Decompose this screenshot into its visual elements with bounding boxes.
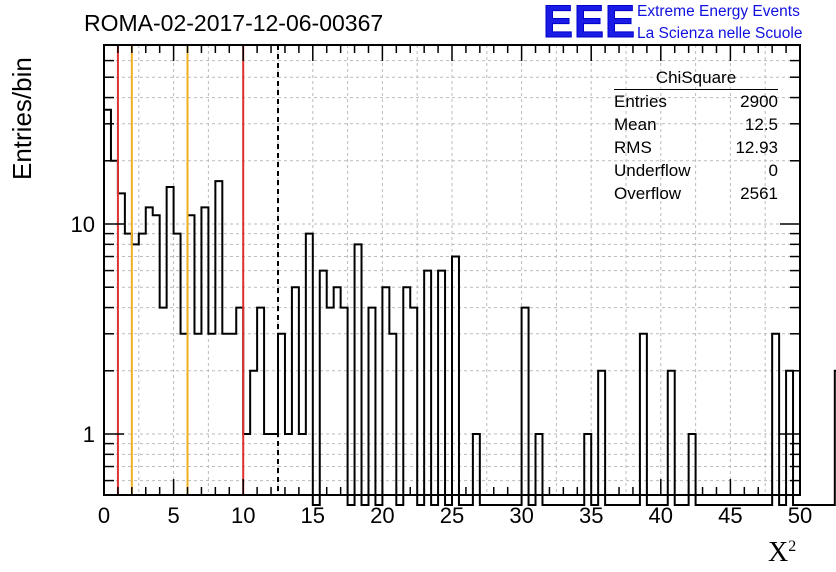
marker-lines [116,45,279,495]
y-axis-label: Entries/bin [7,57,37,180]
stats-row-overflow: Overflow 2561 [614,182,778,205]
tick-labels: 0 5 10 15 20 25 30 35 40 45 50 1 10 [71,212,813,528]
histogram-line [104,108,836,506]
y-tick-label: 10 [71,212,95,237]
stats-label: Entries [614,92,667,111]
stats-value: 2900 [740,92,778,111]
axis-ticks [103,45,801,495]
x-tick-label: 50 [788,503,812,528]
stats-label: RMS [614,138,652,157]
stats-row-mean: Mean 12.5 [614,113,778,136]
x-tick-label: 5 [167,503,179,528]
x-tick-label: 20 [370,503,394,528]
x-tick-label: 30 [509,503,533,528]
y-tick-label: 1 [83,422,95,447]
stats-title: ChiSquare [614,67,778,90]
stats-value: 12.93 [735,138,778,157]
eee-logo-icon: EEE [542,0,637,47]
x-tick-label: 45 [718,503,742,528]
run-title: ROMA-02-2017-12-06-00367 [84,10,384,36]
x-axis-label: X2 [768,537,796,569]
x-axis-label-sup: 2 [788,538,797,555]
x-tick-label: 25 [440,503,464,528]
stats-value: 12.5 [744,115,778,134]
logo-line-2: La Scienza nelle Scuole [637,25,803,42]
stats-row-rms: RMS 12.93 [614,136,778,159]
stats-box: ChiSquare Entries 2900 Mean 12.5 RMS 12.93 … [614,67,778,205]
x-tick-label: 10 [231,503,255,528]
stats-label: Underflow [614,161,691,180]
x-tick-label: 40 [649,503,673,528]
stats-value: 0 [768,161,778,180]
stats-label: Mean [614,115,657,134]
logo-line-1: Extreme Energy Events [637,3,800,20]
stats-row-entries: Entries 2900 [614,90,778,113]
x-tick-label: 35 [579,503,603,528]
stats-label: Overflow [614,184,682,203]
x-tick-label: 0 [98,503,110,528]
x-tick-label: 15 [301,503,325,528]
stats-row-underflow: Underflow 0 [614,159,778,182]
stats-value: 2561 [740,184,778,203]
x-axis-label-main: X [768,537,789,568]
